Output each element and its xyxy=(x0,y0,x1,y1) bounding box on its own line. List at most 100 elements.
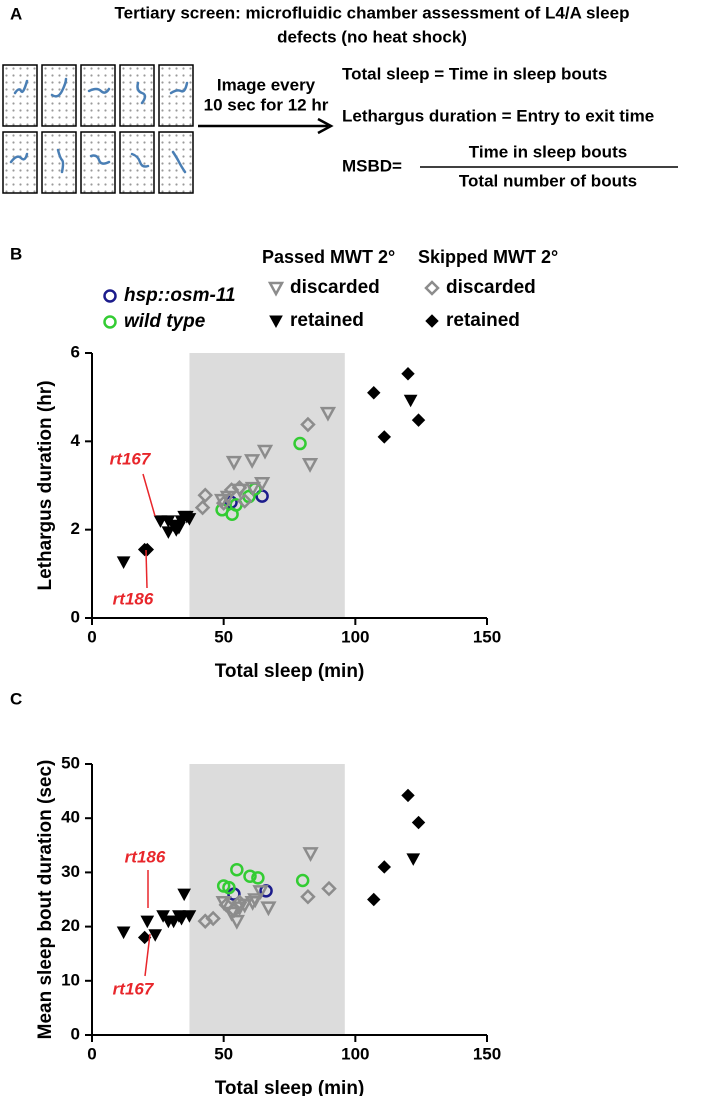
panel-label: A xyxy=(10,4,22,23)
legend-label: discarded xyxy=(446,277,536,298)
annotation-line xyxy=(142,473,156,517)
point xyxy=(225,455,243,471)
point xyxy=(252,885,269,900)
chamber xyxy=(158,131,194,194)
chamber xyxy=(41,64,77,127)
point xyxy=(367,386,381,400)
panel-title: Tertiary screen: microfluidic chamber as… xyxy=(115,3,630,22)
point xyxy=(182,910,197,923)
point xyxy=(406,853,421,866)
x-tick-label: 0 xyxy=(87,627,96,646)
panel-label: B xyxy=(10,244,22,263)
x-axis-title: Total sleep (min) xyxy=(215,1078,365,1096)
chamber xyxy=(2,64,38,127)
chamber xyxy=(119,131,155,194)
legend-label: hsp::osm-11 xyxy=(124,285,236,306)
chamber xyxy=(119,64,155,127)
scatter-chart: C 0 10 20 30 40 50 0 50 100 150 Total sleep (min) Me… xyxy=(10,689,501,1096)
highlight-region xyxy=(189,353,345,618)
scatter-chart: B 0 2 4 6 0 50 100 150 Total sleep (min) Lethargus… xyxy=(10,244,558,682)
point xyxy=(401,367,415,381)
worm xyxy=(13,79,29,95)
chamber-box xyxy=(158,131,194,194)
point xyxy=(251,871,265,885)
point xyxy=(174,912,189,926)
annotation: rt186 xyxy=(113,589,154,608)
point xyxy=(116,556,131,569)
legend-marker xyxy=(425,314,439,328)
worm xyxy=(169,81,189,95)
point xyxy=(367,892,381,907)
point xyxy=(244,454,261,469)
legend-marker xyxy=(269,315,283,329)
point xyxy=(293,436,307,451)
point xyxy=(319,406,337,422)
legend-label: retained xyxy=(446,310,520,331)
point xyxy=(295,873,310,888)
y-axis-title: Mean sleep bout duration (sec) xyxy=(35,760,56,1040)
arrowhead xyxy=(317,117,334,135)
point xyxy=(223,482,240,498)
worm xyxy=(136,81,147,105)
worm xyxy=(50,77,68,98)
highlight-region xyxy=(189,764,345,1035)
point xyxy=(228,914,245,930)
x-tick-label: 100 xyxy=(341,627,369,646)
point xyxy=(300,416,316,433)
worm xyxy=(9,152,29,164)
chamber-array xyxy=(2,64,194,194)
chamber xyxy=(2,131,38,194)
worm xyxy=(130,152,150,168)
definition: Total sleep = Time in sleep bouts xyxy=(342,64,607,83)
x-tick-label: 50 xyxy=(214,1044,233,1063)
point xyxy=(377,860,392,874)
point xyxy=(215,895,232,911)
chamber xyxy=(41,131,77,194)
y-tick-label: 0 xyxy=(71,607,80,626)
annotation: rt167 xyxy=(113,979,155,998)
panel-title: defects (no heat shock) xyxy=(277,27,467,46)
chamber xyxy=(80,64,116,127)
legend-title: Skipped MWT 2° xyxy=(418,247,558,267)
msbd-label: MSBD= xyxy=(342,156,402,175)
x-axis-title: Total sleep (min) xyxy=(215,661,365,682)
y-tick-label: 10 xyxy=(61,970,80,989)
point xyxy=(301,458,319,473)
annotation-line xyxy=(145,549,148,589)
annotation: rt167 xyxy=(110,449,152,468)
annotation-line xyxy=(144,933,151,977)
point xyxy=(302,847,319,863)
worm xyxy=(56,148,65,174)
y-tick-label: 2 xyxy=(71,519,80,538)
point xyxy=(215,495,232,511)
legend-marker xyxy=(424,280,440,296)
point xyxy=(169,524,184,537)
y-tick-label: 6 xyxy=(71,342,80,361)
chamber-box xyxy=(80,64,116,127)
point xyxy=(197,487,214,503)
point xyxy=(236,493,253,509)
point xyxy=(137,930,152,945)
fraction-denominator: Total number of bouts xyxy=(459,171,637,190)
point xyxy=(247,893,264,909)
chamber-box xyxy=(119,64,155,127)
chamber xyxy=(80,131,116,194)
point xyxy=(177,888,192,902)
point xyxy=(140,915,155,929)
x-tick-label: 100 xyxy=(341,1044,369,1063)
y-tick-label: 20 xyxy=(61,916,80,935)
point xyxy=(231,479,248,496)
x-tick-label: 0 xyxy=(87,1044,96,1063)
arrow-label: 10 sec for 12 hr xyxy=(204,95,329,114)
point xyxy=(226,902,242,919)
worm xyxy=(171,150,187,174)
point xyxy=(411,815,426,830)
x-tick-label: 50 xyxy=(214,627,233,646)
legend-title: Passed MWT 2° xyxy=(262,247,395,267)
point xyxy=(256,444,274,460)
legend-label: discarded xyxy=(290,277,380,298)
chamber-box xyxy=(2,64,38,127)
point xyxy=(222,880,236,895)
legend-marker xyxy=(103,289,117,303)
